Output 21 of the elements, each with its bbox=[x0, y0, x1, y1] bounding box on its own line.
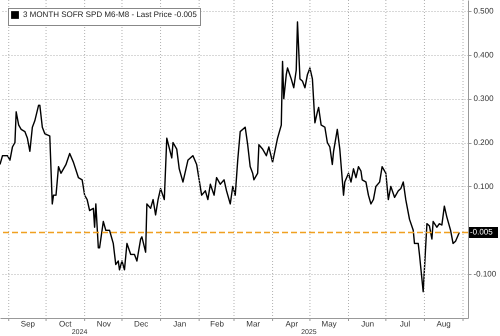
x-tick-label: Feb bbox=[210, 320, 225, 328]
x-tick-label: Apr bbox=[286, 320, 298, 328]
y-tick-label: 0.100 bbox=[474, 182, 494, 191]
x-tick-label: May bbox=[322, 320, 337, 328]
x-tick-label: Nov bbox=[96, 320, 111, 328]
x-tick-label: Jan bbox=[173, 320, 186, 328]
line-series bbox=[0, 21, 460, 292]
x-tick-label: Mar bbox=[246, 320, 260, 328]
y-tick-label: 0.500 bbox=[474, 6, 494, 16]
x-tick-label: Aug bbox=[436, 320, 451, 328]
x-tick-label: Sep bbox=[20, 320, 36, 328]
x-tick-label: Oct bbox=[58, 320, 72, 328]
x-tick-label: Jul bbox=[400, 320, 410, 328]
y-tick-label: 0.200 bbox=[474, 138, 494, 148]
y-tick-label: -0.100 bbox=[474, 270, 497, 279]
x-tick-label: Jun bbox=[361, 320, 374, 328]
x-tick-label: Dec bbox=[134, 320, 148, 328]
y-tick-label: 0.400 bbox=[474, 50, 494, 60]
y-tick-label: 0.300 bbox=[474, 94, 494, 104]
legend-label: 3 MONTH SOFR SPD M6-M8 - Last Price -0.005 bbox=[23, 10, 198, 19]
ref-line-label: -0.005 bbox=[470, 227, 494, 236]
